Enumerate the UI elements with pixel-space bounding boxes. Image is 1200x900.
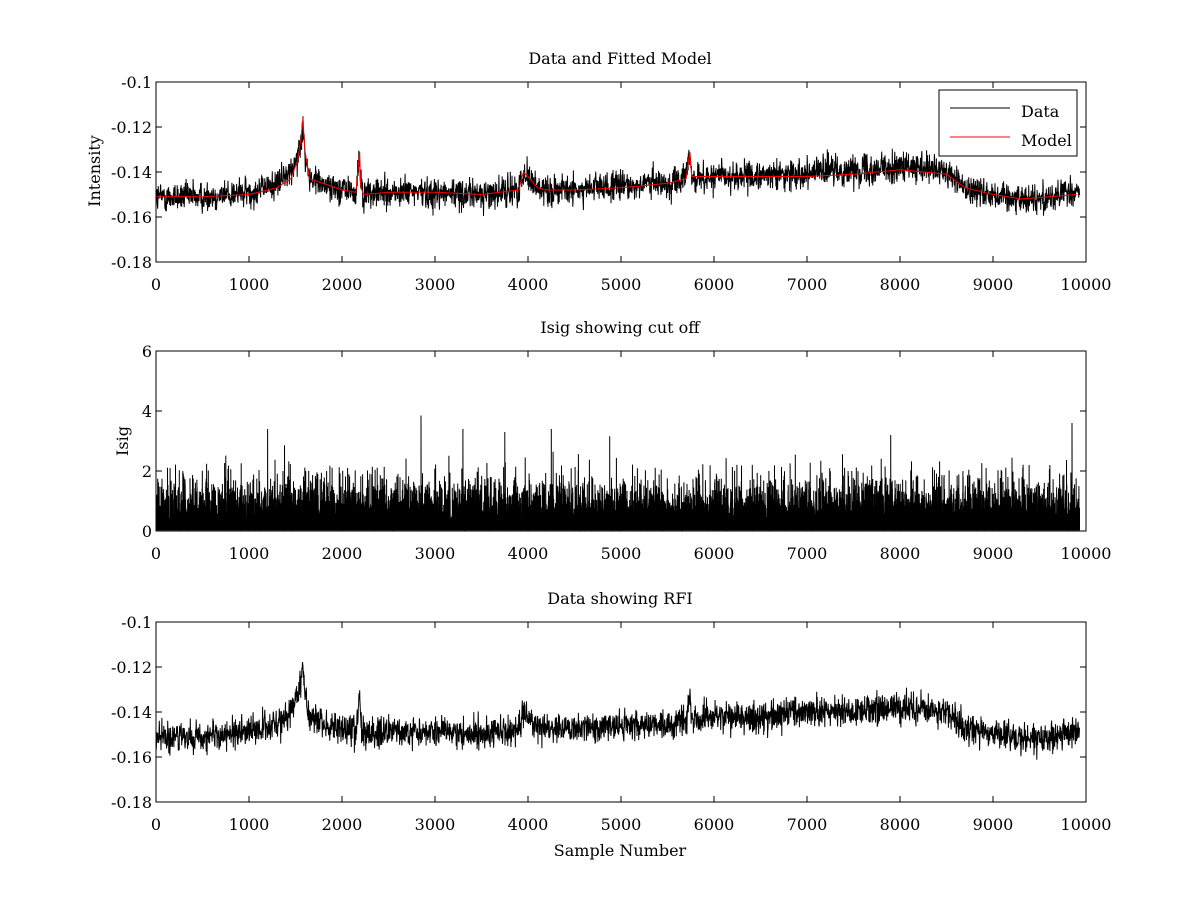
panel-1-legend: Data Model (938, 89, 1078, 157)
panel-1: Data and Fitted Model Intensity 0 1000 200… (85, 49, 1111, 294)
x-tick-label: 0 (151, 815, 161, 834)
series-line-model (156, 117, 1077, 200)
x-tick-label: 1000 (229, 275, 270, 294)
series-line-main (156, 415, 1080, 531)
x-tick-label: 10000 (1061, 544, 1112, 563)
panel-1-title: Data and Fitted Model (528, 49, 711, 68)
x-tick-label: 3000 (415, 815, 456, 834)
x-tick-label: 1000 (229, 544, 270, 563)
x-tick-label: 0 (151, 275, 161, 294)
x-tick-label: 4000 (508, 815, 549, 834)
y-tick-label: 2 (142, 462, 152, 481)
x-tick-label: 1000 (229, 815, 270, 834)
y-tick-label: -0.16 (111, 748, 152, 767)
y-tick-label: -0.12 (111, 658, 152, 677)
x-tick-label: 4000 (508, 544, 549, 563)
x-tick-label: 3000 (415, 544, 456, 563)
panel-2-plot-area: 0 1000 2000 3000 4000 5000 6000 7000 8000 9000 100… (142, 342, 1112, 563)
x-tick-label: 9000 (973, 275, 1014, 294)
series-line-main (156, 661, 1080, 760)
x-tick-label: 2000 (322, 275, 363, 294)
x-tick-label: 9000 (973, 544, 1014, 563)
panel-3: Data showing RFI Sample Number 0 1000 2000… (111, 589, 1111, 860)
y-tick-label: -0.16 (111, 208, 152, 227)
legend-label-model: Model (1021, 131, 1072, 150)
x-tick-label: 3000 (415, 275, 456, 294)
y-tick-label: 6 (142, 342, 152, 361)
x-tick-label: 5000 (601, 544, 642, 563)
x-tick-label: 6000 (694, 275, 735, 294)
x-tick-label: 10000 (1061, 815, 1112, 834)
panel-3-plot-area: 0 1000 2000 3000 4000 5000 6000 7000 8000 9000 100… (111, 613, 1111, 834)
y-tick-label: -0.14 (111, 163, 152, 182)
panel-2-title: Isig showing cut off (540, 318, 701, 337)
y-tick-label: -0.1 (121, 73, 152, 92)
x-tick-label: 6000 (694, 815, 735, 834)
panel-1-plot-area: 0 1000 2000 3000 4000 5000 6000 7000 8000 9000 100… (111, 73, 1111, 294)
panel-1-ylabel: Intensity (85, 135, 104, 207)
x-tick-label: 4000 (508, 275, 549, 294)
panel-3-xlabel: Sample Number (554, 841, 687, 860)
legend-label-data: Data (1021, 102, 1060, 121)
y-tick-label: -0.14 (111, 703, 152, 722)
x-tick-label: 9000 (973, 815, 1014, 834)
y-tick-label: -0.1 (121, 613, 152, 632)
x-tick-label: 8000 (880, 815, 921, 834)
y-tick-label: 4 (142, 402, 152, 421)
x-tick-label: 8000 (880, 544, 921, 563)
y-tick-label: -0.18 (111, 253, 152, 272)
panel-2: Isig showing cut off Isig 0 1000 2000 3000 4… (113, 318, 1111, 563)
y-tick-label: -0.18 (111, 793, 152, 812)
x-tick-label: 2000 (322, 544, 363, 563)
x-tick-label: 6000 (694, 544, 735, 563)
x-tick-label: 7000 (787, 544, 828, 563)
x-tick-label: 10000 (1061, 275, 1112, 294)
x-tick-label: 8000 (880, 275, 921, 294)
x-tick-label: 5000 (601, 815, 642, 834)
panel-2-ylabel: Isig (113, 426, 132, 456)
x-tick-label: 2000 (322, 815, 363, 834)
y-tick-label: 0 (142, 522, 152, 541)
x-tick-label: 7000 (787, 275, 828, 294)
x-tick-label: 0 (151, 544, 161, 563)
y-tick-label: -0.12 (111, 118, 152, 137)
x-tick-label: 7000 (787, 815, 828, 834)
x-tick-label: 5000 (601, 275, 642, 294)
legend-box (938, 89, 1078, 157)
panel-3-title: Data showing RFI (547, 589, 692, 608)
